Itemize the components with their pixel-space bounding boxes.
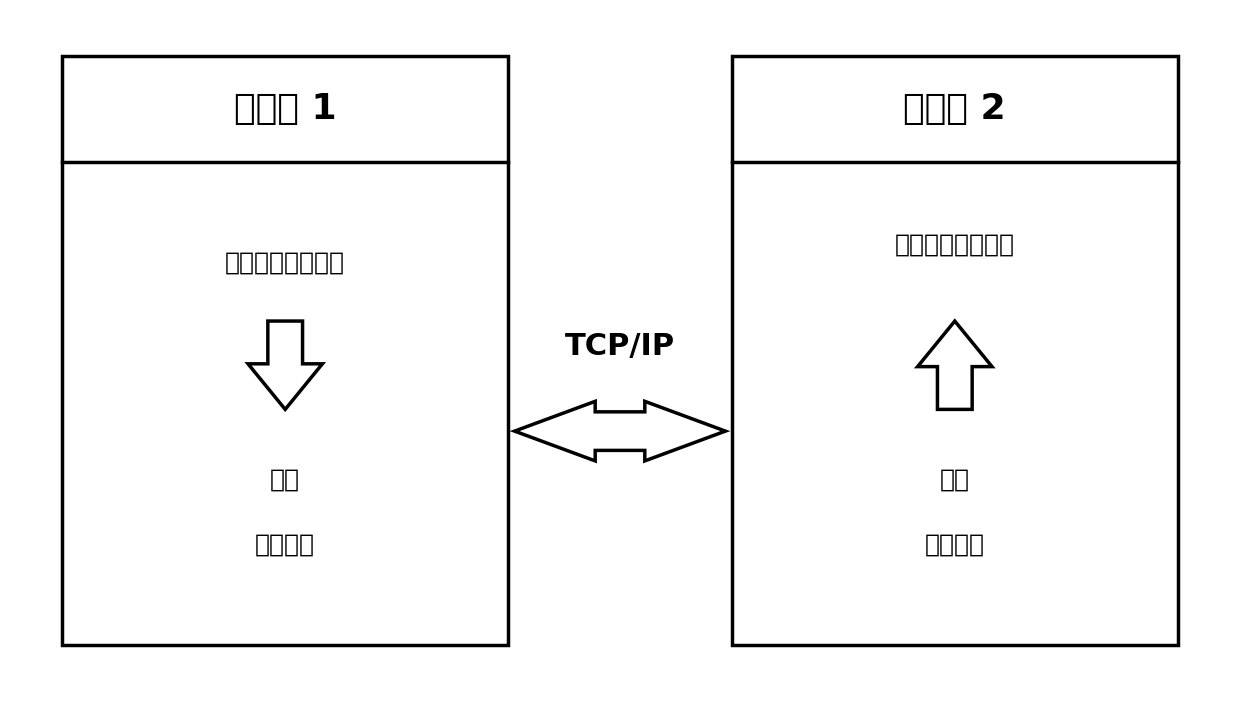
Polygon shape [918,321,992,409]
Bar [62,56,508,645]
Text: 本地数据分析处理: 本地数据分析处理 [895,233,1014,257]
Text: （主发）: （主发） [925,533,985,557]
Text: 客户端 2: 客户端 2 [904,92,1006,126]
Polygon shape [515,401,725,461]
Polygon shape [248,321,322,409]
Text: TCP/IP: TCP/IP [565,332,675,362]
Bar [732,56,1178,645]
Text: 服务器 1: 服务器 1 [234,92,336,126]
Text: （回应）: （回应） [255,533,315,557]
Text: 通讯: 通讯 [940,468,970,492]
Text: 采集当前试验数据: 采集当前试验数据 [226,250,345,274]
Text: 通讯: 通讯 [270,468,300,492]
